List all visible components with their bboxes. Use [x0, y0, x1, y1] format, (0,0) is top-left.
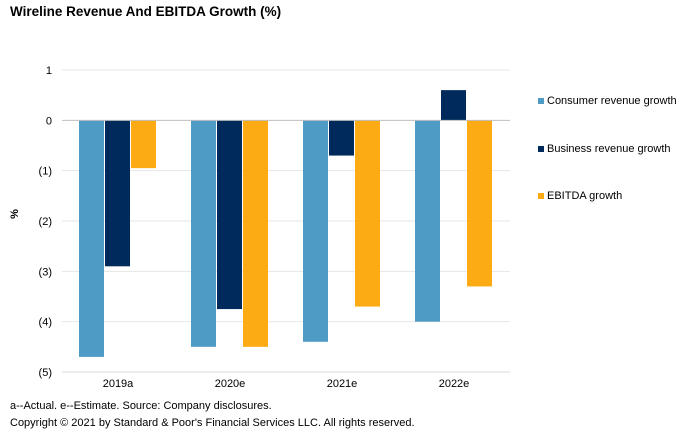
bar	[415, 120, 440, 322]
bar	[131, 120, 156, 169]
legend-item: Consumer revenue growth	[538, 95, 677, 107]
bar	[105, 120, 130, 267]
bars	[62, 90, 510, 357]
y-axis: 1 0 (1) (2) (3) (4) (5)	[39, 65, 52, 379]
bar	[191, 120, 216, 347]
bar	[329, 120, 354, 156]
bar	[441, 90, 466, 121]
legend-swatch	[538, 146, 544, 152]
bar	[217, 120, 242, 310]
x-tick-label: 2019a	[103, 378, 134, 390]
bar	[79, 120, 104, 357]
x-tick-label: 2021e	[327, 378, 358, 390]
y-axis-label: %	[9, 209, 21, 219]
copyright: Copyright © 2021 by Standard & Poor's Fi…	[10, 417, 415, 429]
bar	[243, 120, 268, 347]
y-tick-label: 1	[46, 65, 52, 77]
legend-item: Business revenue growth	[538, 143, 671, 155]
footnote: a--Actual. e--Estimate. Source: Company …	[10, 400, 272, 412]
legend-swatch	[538, 98, 544, 104]
y-tick-label: 0	[46, 115, 52, 127]
bar	[303, 120, 328, 342]
bar	[467, 120, 492, 287]
x-axis: 2019a 2020e 2021e 2022e	[103, 378, 470, 390]
bar	[355, 120, 380, 307]
legend-label: Consumer revenue growth	[547, 95, 677, 107]
x-tick-label: 2020e	[215, 378, 246, 390]
chart-title: Wireline Revenue And EBITDA Growth (%)	[10, 4, 282, 19]
y-tick-label: (5)	[39, 367, 52, 379]
y-tick-label: (4)	[39, 317, 52, 329]
legend-item: EBITDA growth	[538, 190, 622, 202]
x-tick-label: 2022e	[439, 378, 470, 390]
y-tick-label: (1)	[39, 166, 52, 178]
legend-label: Business revenue growth	[547, 143, 671, 155]
y-tick-label: (2)	[39, 216, 52, 228]
y-tick-label: (3)	[39, 266, 52, 278]
legend-swatch	[538, 193, 544, 199]
legend-label: EBITDA growth	[547, 190, 623, 202]
